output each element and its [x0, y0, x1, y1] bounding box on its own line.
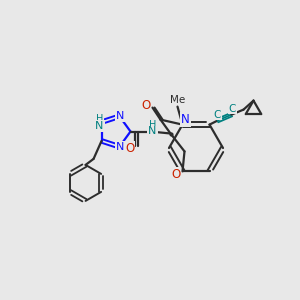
Text: N: N: [116, 142, 124, 152]
Text: C: C: [229, 103, 236, 114]
Text: N: N: [116, 111, 124, 121]
Text: H: H: [96, 114, 103, 124]
Text: O: O: [125, 142, 134, 155]
Text: C: C: [214, 110, 221, 120]
Text: H: H: [149, 119, 156, 130]
Text: Me: Me: [170, 94, 185, 105]
Text: N: N: [95, 121, 104, 131]
Text: O: O: [171, 168, 180, 181]
Text: O: O: [141, 99, 150, 112]
Text: N: N: [181, 113, 190, 126]
Text: N: N: [148, 127, 157, 136]
